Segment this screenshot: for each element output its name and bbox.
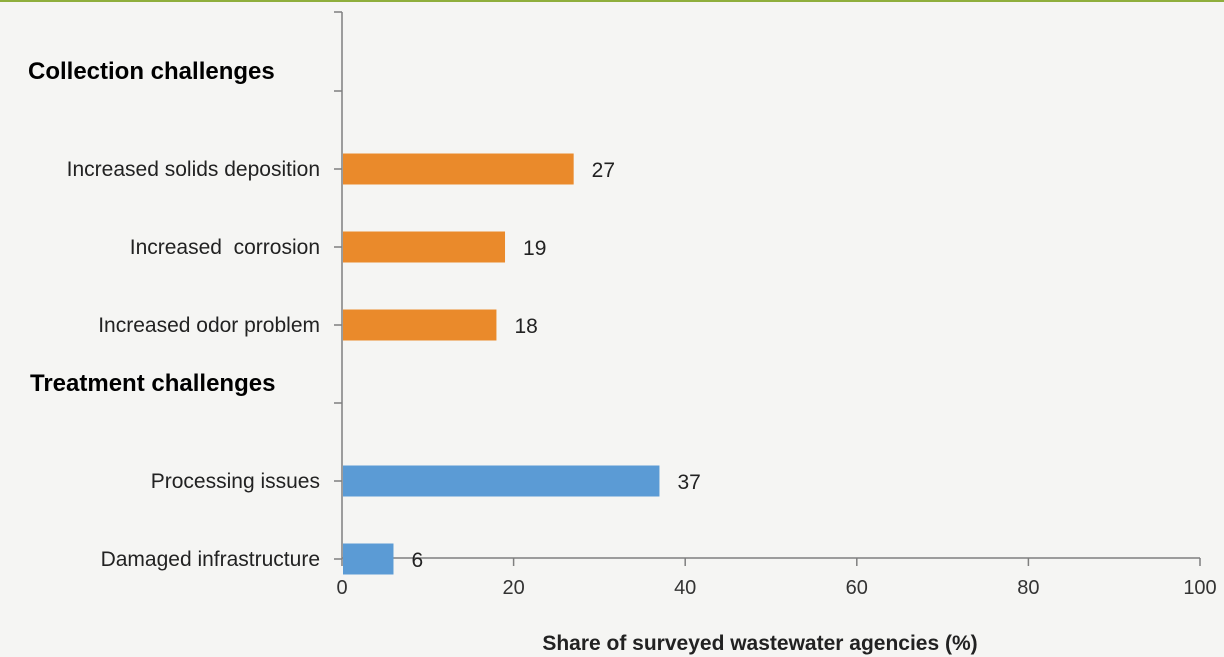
group-title: Treatment challenges [30, 370, 275, 397]
category-label: Damaged infrastructure [101, 548, 320, 571]
top-rule [0, 0, 1224, 2]
labels: 0 20 40 60 80 100 Collection challenges Increas… [28, 58, 1217, 599]
bars [343, 153, 660, 575]
category-label: Increased corrosion [130, 236, 320, 259]
value-label: 6 [411, 549, 423, 572]
bar [343, 153, 574, 185]
x-tick-label: 80 [1017, 577, 1039, 599]
value-label: 37 [677, 471, 700, 494]
x-tick-label: 0 [336, 577, 347, 599]
bar [343, 543, 394, 575]
x-tick-label: 60 [846, 577, 868, 599]
category-label: Increased solids deposition [67, 158, 320, 181]
group-title: Collection challenges [28, 58, 275, 85]
bar [343, 309, 497, 341]
value-label: 19 [523, 237, 546, 260]
value-label: 18 [514, 315, 537, 338]
category-label: Increased odor problem [98, 314, 320, 337]
axes [334, 11, 1201, 566]
x-tick-label: 40 [674, 577, 696, 599]
x-tick-label: 20 [502, 577, 524, 599]
bar [343, 465, 660, 497]
category-label: Processing issues [151, 470, 320, 493]
x-axis-title: Share of surveyed wastewater agencies (%… [542, 632, 977, 655]
x-tick-label: 100 [1183, 577, 1216, 599]
bar [343, 231, 506, 263]
value-label: 27 [592, 159, 615, 182]
